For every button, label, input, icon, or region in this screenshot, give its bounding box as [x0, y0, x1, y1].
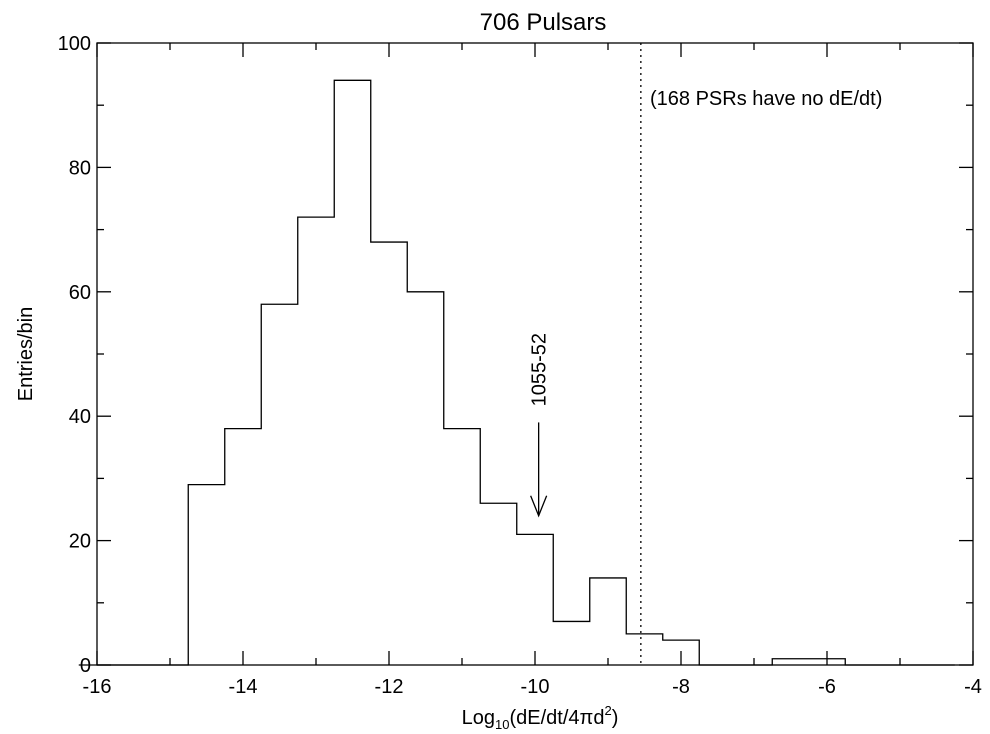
- x-tick-label: -8: [672, 676, 690, 698]
- y-tick-label: 60: [69, 282, 91, 304]
- x-label-subscript: 10: [495, 717, 509, 732]
- x-tick-label: -6: [818, 676, 836, 698]
- no-edot-note: (168 PSRs have no dE/dt): [650, 88, 882, 110]
- y-tick-label: 80: [69, 157, 91, 179]
- x-tick-label: -12: [375, 676, 404, 698]
- y-tick-label: 100: [58, 33, 91, 55]
- y-tick-labels: 0 20 40 60 80 100: [58, 33, 91, 677]
- y-tick-label: 0: [80, 655, 91, 677]
- arrow-head: [530, 495, 548, 518]
- x-tick-labels: -16 -14 -12 -10 -8 -6 -4: [83, 676, 982, 698]
- x-tick-label: -14: [229, 676, 258, 698]
- x-tick-label: -4: [964, 676, 982, 698]
- axis-ticks: [96, 42, 974, 666]
- x-tick-label: -16: [83, 676, 112, 698]
- x-label-prefix: Log: [462, 707, 495, 729]
- pulsar-arrow: [530, 422, 548, 518]
- y-axis-label: Entries/bin: [15, 307, 37, 402]
- y-tick-label: 40: [69, 406, 91, 428]
- x-label-superscript: 2: [604, 703, 611, 718]
- chart-title: 706 Pulsars: [480, 9, 607, 36]
- histogram-outline: [78, 79, 955, 666]
- y-tick-label: 20: [69, 531, 91, 553]
- x-axis-label: Log10(dE/dt/4πd2): [462, 703, 619, 732]
- x-tick-label: -10: [521, 676, 550, 698]
- x-label-suffix: ): [612, 707, 619, 729]
- pulsar-label: 1055-52: [529, 333, 551, 406]
- x-label-middle: (dE/dt/4πd: [509, 707, 604, 729]
